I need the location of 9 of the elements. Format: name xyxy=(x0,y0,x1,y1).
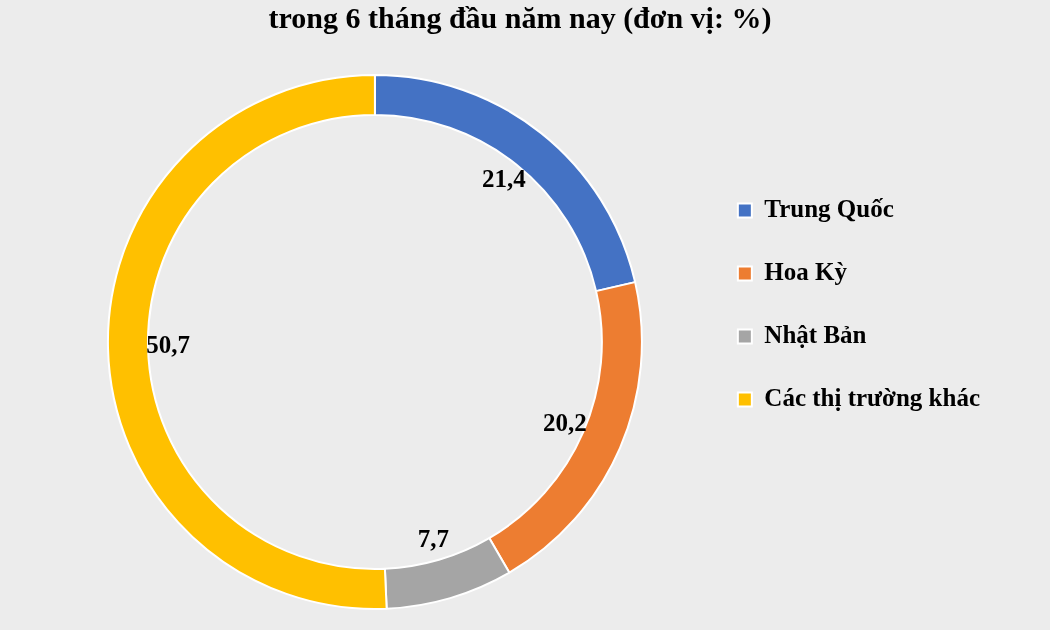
data-label: 21,4 xyxy=(481,164,527,192)
data-label: 20,2 xyxy=(543,408,587,436)
data-label: 50,7 xyxy=(146,331,190,358)
legend-label: Các thị trường khác xyxy=(764,383,981,411)
legend-label: Trung Quốc xyxy=(764,194,894,222)
chart-title: trong 6 tháng đầu năm nay (đơn vị: %) xyxy=(268,0,772,35)
legend-label: Hoa Kỳ xyxy=(764,257,848,285)
data-label: 7,7 xyxy=(417,525,449,553)
legend-label: Nhật Bản xyxy=(764,320,867,348)
